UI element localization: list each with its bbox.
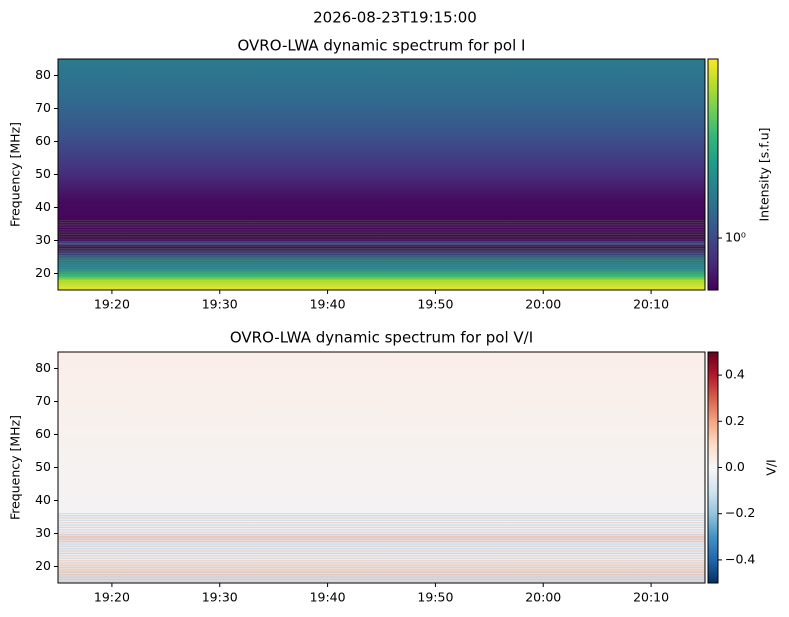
y-axis-label: Frequency [MHz]: [8, 122, 23, 227]
x-tick-label: 19:40: [310, 297, 346, 312]
heatmap: [58, 352, 705, 583]
y-tick-label: 50: [35, 166, 51, 181]
colorbar: [707, 351, 719, 584]
y-tick-label: 80: [35, 360, 51, 375]
y-tick-label: 20: [35, 558, 51, 573]
x-tick-label: 20:00: [525, 590, 561, 605]
colorbar-tick-label: −0.2: [725, 505, 755, 520]
colorbar-tick-label: 0.0: [725, 459, 745, 474]
x-tick-label: 19:20: [94, 590, 130, 605]
x-tick-label: 20:00: [525, 297, 561, 312]
y-tick-label: 60: [35, 426, 51, 441]
y-tick-label: 50: [35, 459, 51, 474]
x-tick-label: 20:10: [633, 297, 669, 312]
colorbar-tick-label: −0.4: [725, 551, 755, 566]
colorbar-tick-label: 10⁰: [725, 229, 746, 244]
x-tick-label: 19:30: [202, 590, 238, 605]
x-tick-label: 19:20: [94, 297, 130, 312]
panel-title: OVRO-LWA dynamic spectrum for pol I: [238, 37, 526, 55]
y-axis-label: Frequency [MHz]: [8, 415, 23, 520]
y-tick-label: 40: [35, 492, 51, 507]
y-tick-label: 70: [35, 393, 51, 408]
x-tick-label: 19:50: [417, 590, 453, 605]
y-tick-label: 70: [35, 100, 51, 115]
x-tick-label: 19:40: [310, 590, 346, 605]
colorbar: [707, 58, 719, 291]
heatmap: [58, 59, 705, 290]
y-tick-label: 80: [35, 67, 51, 82]
y-tick-label: 60: [35, 133, 51, 148]
x-tick-label: 19:50: [417, 297, 453, 312]
colorbar-label: Intensity [s.f.u]: [757, 127, 772, 221]
colorbar-tick-label: 0.2: [725, 413, 745, 428]
y-tick-label: 30: [35, 525, 51, 540]
x-tick-label: 20:10: [633, 590, 669, 605]
figure-title: 2026-08-23T19:15:00: [313, 9, 477, 27]
y-tick-label: 20: [35, 265, 51, 280]
x-tick-label: 19:30: [202, 297, 238, 312]
panel-title: OVRO-LWA dynamic spectrum for pol V/I: [230, 329, 533, 347]
colorbar-tick-label: 0.4: [725, 367, 745, 382]
y-tick-label: 30: [35, 232, 51, 247]
colorbar-label: V/I: [764, 459, 779, 475]
y-tick-label: 40: [35, 199, 51, 214]
